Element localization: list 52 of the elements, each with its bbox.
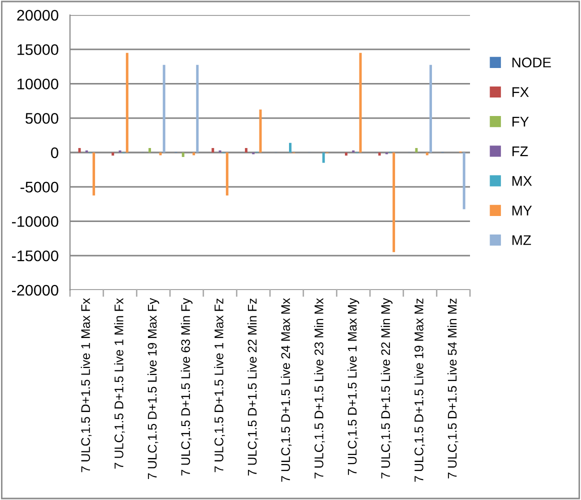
bar <box>92 152 96 196</box>
bar <box>429 64 432 152</box>
x-tick-label: 7 ULC,1.5 D+1.5 Live 19 Max Mz <box>414 298 425 482</box>
y-tick-label: -15000 <box>12 250 58 262</box>
bar <box>159 152 162 156</box>
y-tick-label: 15000 <box>18 44 58 56</box>
x-tick-label: 7 ULC,1.5 D+1.5 Live 1 Min Fx <box>114 298 125 469</box>
y-tick-label: -5000 <box>20 182 58 193</box>
bar <box>288 142 292 152</box>
x-tick-label: 7 ULC,1.5 D+1.5 Live 63 Min Fy <box>180 298 192 476</box>
bar <box>426 152 428 156</box>
bar <box>462 152 466 210</box>
bar <box>392 152 396 252</box>
bar <box>162 64 166 152</box>
bar <box>359 52 362 152</box>
x-tick-label: 7 ULC,1.5 D+1.5 Live 54 Min Mz <box>448 298 458 478</box>
bar <box>78 148 81 152</box>
bar <box>244 148 248 152</box>
legend-label: MY <box>512 206 532 216</box>
legend-label: NODE <box>512 58 551 68</box>
y-tick-label: 0 <box>50 147 58 158</box>
bar <box>226 152 228 196</box>
x-tick-label: 7 ULC,1.5 D+1.5 Live 1 Max Fz <box>214 298 225 472</box>
x-tick-label: 7 ULC,1.5 D+1.5 Live 1 Max My <box>348 298 360 475</box>
bar <box>112 152 114 156</box>
x-tick-label: 7 ULC,1.5 D+1.5 Live 23 Min Mx <box>314 298 325 478</box>
bar <box>212 148 214 152</box>
x-tick-label: 7 ULC,1.5 D+1.5 Live 24 Max Mx <box>280 298 292 482</box>
legend-label: MX <box>512 176 532 186</box>
bar <box>344 152 348 156</box>
legend-label: MZ <box>512 235 531 245</box>
bar <box>259 110 262 152</box>
bar <box>192 152 196 156</box>
bar <box>378 152 381 156</box>
y-tick-label: -10000 <box>12 216 58 227</box>
legend-label: FY <box>512 116 529 126</box>
y-tick-label: 10000 <box>18 78 58 90</box>
bar <box>126 52 128 152</box>
bar <box>322 152 325 163</box>
x-tick-label: 7 ULC,1.5 D+1.5 Live 22 Min Fz <box>248 298 258 476</box>
bar <box>148 148 152 152</box>
y-tick-label: -20000 <box>12 284 58 296</box>
bar <box>415 148 418 152</box>
legend-label: FZ <box>512 146 528 156</box>
y-tick-label: 20000 <box>17 10 58 21</box>
legend-label: FX <box>512 87 529 97</box>
x-tick-label: 7 ULC,1.5 D+1.5 Live 1 Max Fx <box>80 298 92 472</box>
x-tick-label: 7 ULC,1.5 D+1.5 Live 22 Min My <box>380 298 392 478</box>
bar <box>196 64 199 152</box>
x-tick-label: 7 ULC,1.5 D+1.5 Live 19 Max Fy <box>148 298 160 480</box>
bar <box>182 152 184 157</box>
y-tick-label: 5000 <box>26 112 58 124</box>
